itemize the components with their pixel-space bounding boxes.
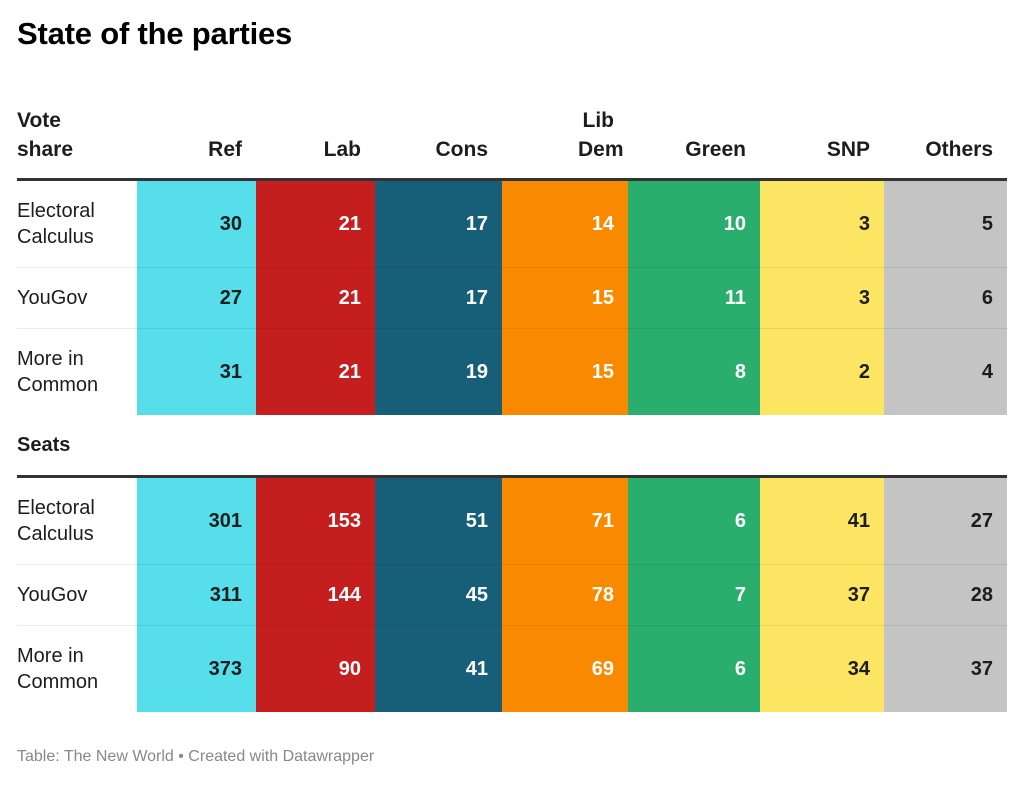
column-header-snp: SNP	[760, 102, 884, 181]
cell-others: 27	[884, 476, 1007, 565]
section-heading-row: Seats	[17, 415, 1007, 478]
chart-title: State of the parties	[17, 16, 293, 51]
cell-snp: 41	[760, 476, 884, 565]
cell-snp: 34	[760, 625, 884, 712]
cell-lab: 90	[256, 625, 375, 712]
cell-lab: 144	[256, 564, 375, 626]
cell-green: 6	[628, 625, 760, 712]
row-label: Electoral Calculus	[17, 179, 137, 268]
row-label: Electoral Calculus	[17, 476, 137, 565]
cell-others: 37	[884, 625, 1007, 712]
section-heading-seats: Seats	[17, 415, 1007, 478]
cell-cons: 45	[375, 564, 502, 626]
cell-snp: 2	[760, 328, 884, 415]
cell-libdem: 69	[502, 625, 628, 712]
table-row: Electoral Calculus 30 21 17 14 10 3 5	[17, 179, 1007, 268]
row-label: YouGov	[17, 267, 137, 329]
cell-snp: 3	[760, 267, 884, 329]
vote-share-heading-text: Vote share	[17, 109, 74, 161]
table-row: Electoral Calculus 301 153 51 71 6 41 27	[17, 476, 1007, 565]
column-header-cons: Cons	[375, 102, 502, 181]
cell-ref: 30	[137, 179, 256, 268]
cell-libdem: 71	[502, 476, 628, 565]
cell-lab: 21	[256, 267, 375, 329]
cell-lab: 153	[256, 476, 375, 565]
cell-cons: 17	[375, 267, 502, 329]
header-row: Vote share Ref Lab Cons Lib Dem Green SN…	[17, 102, 1007, 181]
cell-cons: 41	[375, 625, 502, 712]
cell-ref: 311	[137, 564, 256, 626]
column-header-libdem: Lib Dem	[502, 102, 628, 181]
table-row: More in Common 31 21 19 15 8 2 4	[17, 328, 1007, 415]
row-label: YouGov	[17, 564, 137, 626]
cell-others: 4	[884, 328, 1007, 415]
cell-cons: 17	[375, 179, 502, 268]
cell-ref: 301	[137, 476, 256, 565]
source-footer: Table: The New World • Created with Data…	[17, 748, 375, 765]
column-header-green: Green	[628, 102, 760, 181]
section-heading-vote-share: Vote share	[17, 102, 137, 181]
row-label: More in Common	[17, 348, 99, 396]
column-header-lab: Lab	[256, 102, 375, 181]
cell-cons: 51	[375, 476, 502, 565]
row-label: More in Common	[17, 645, 99, 693]
party-table: Vote share Ref Lab Cons Lib Dem Green SN…	[17, 102, 1007, 712]
cell-libdem: 78	[502, 564, 628, 626]
cell-ref: 373	[137, 625, 256, 712]
cell-green: 8	[628, 328, 760, 415]
table-row: YouGov 27 21 17 15 11 3 6	[17, 267, 1007, 329]
column-header-ref: Ref	[137, 102, 256, 181]
cell-snp: 3	[760, 179, 884, 268]
cell-others: 6	[884, 267, 1007, 329]
cell-ref: 31	[137, 328, 256, 415]
cell-libdem: 14	[502, 179, 628, 268]
cell-libdem: 15	[502, 328, 628, 415]
cell-lab: 21	[256, 179, 375, 268]
cell-green: 7	[628, 564, 760, 626]
column-header-others: Others	[884, 102, 1007, 181]
cell-lab: 21	[256, 328, 375, 415]
table-row: YouGov 311 144 45 78 7 37 28	[17, 564, 1007, 626]
cell-libdem: 15	[502, 267, 628, 329]
cell-others: 28	[884, 564, 1007, 626]
table-row: More in Common 373 90 41 69 6 34 37	[17, 625, 1007, 712]
cell-snp: 37	[760, 564, 884, 626]
cell-green: 11	[628, 267, 760, 329]
cell-green: 10	[628, 179, 760, 268]
cell-others: 5	[884, 179, 1007, 268]
cell-cons: 19	[375, 328, 502, 415]
cell-green: 6	[628, 476, 760, 565]
cell-ref: 27	[137, 267, 256, 329]
